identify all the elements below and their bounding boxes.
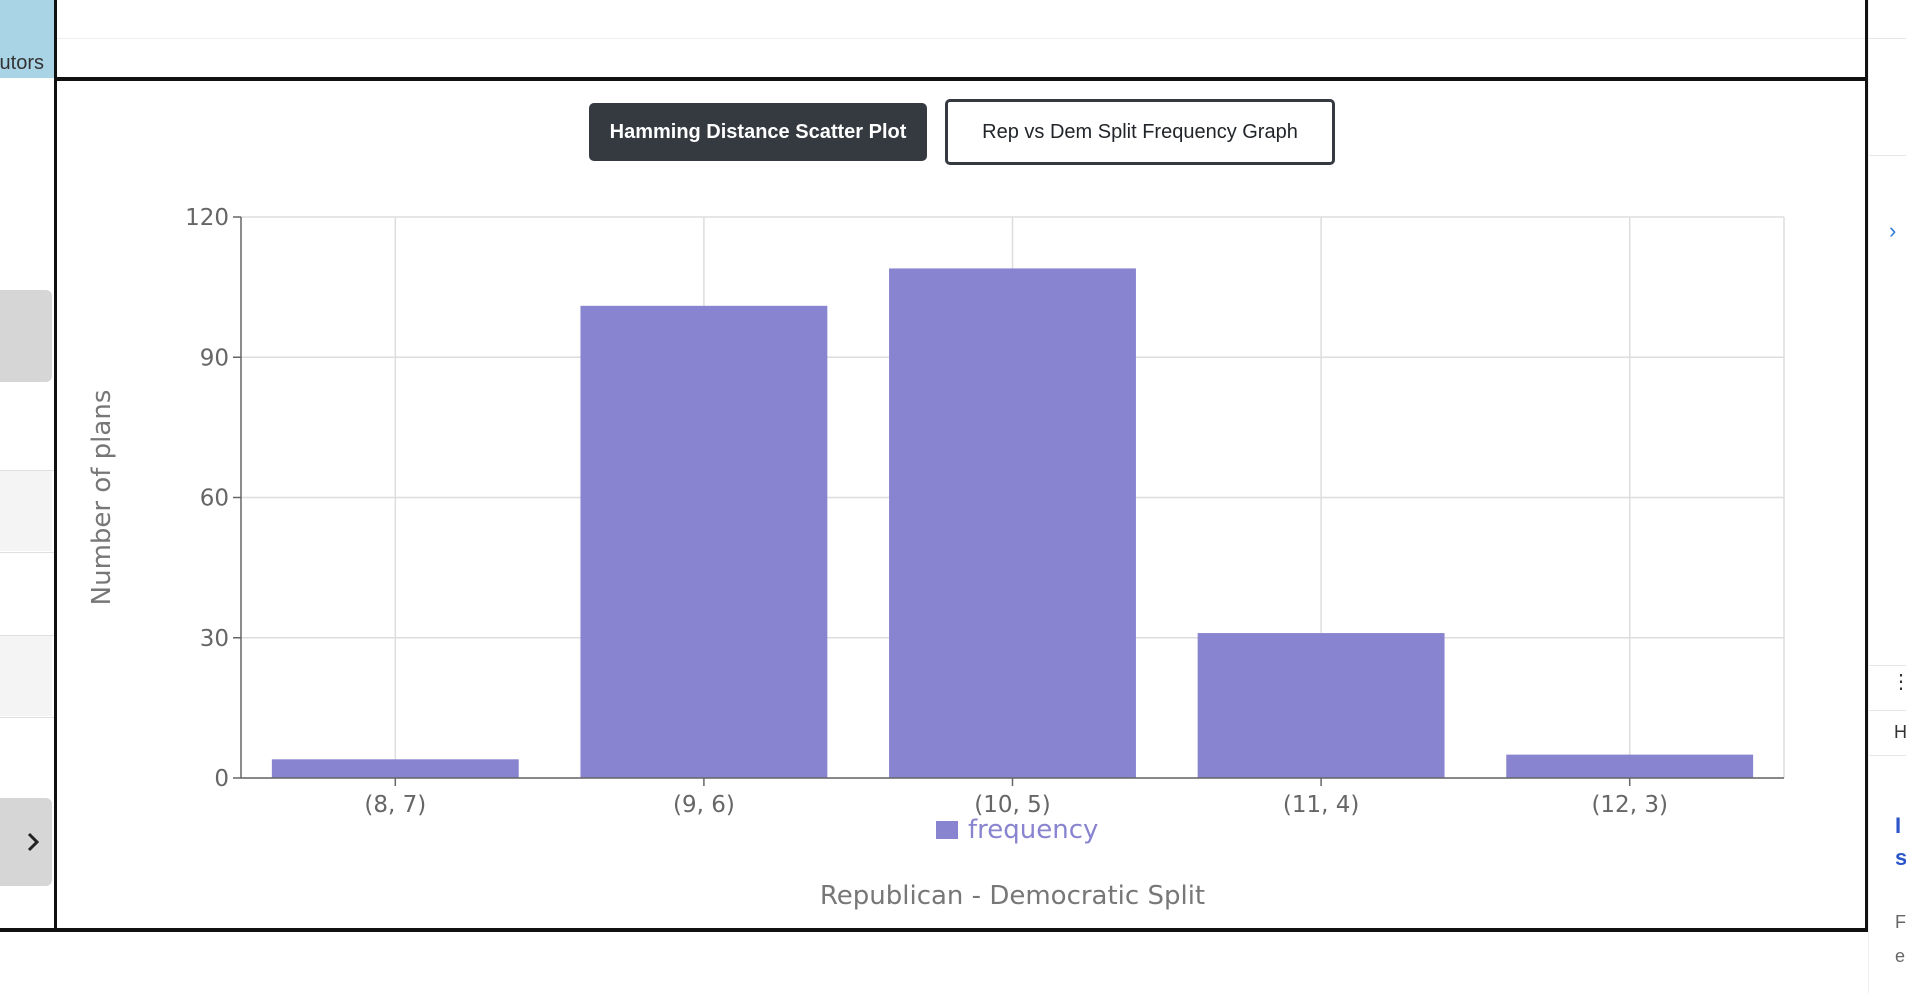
x-tick-label: (11, 4) [1283,792,1359,818]
right-divider [1869,155,1906,156]
x-axis-title: Republican - Democratic Split [820,881,1205,911]
legend-label: frequency [968,815,1098,845]
chevron-right-icon[interactable]: › [1889,218,1897,243]
sidebar-divider [0,717,54,718]
bar [1197,633,1445,778]
bar [889,268,1136,778]
panel-border-right [1865,0,1868,932]
sidebar-divider [0,552,54,553]
sidebar-divider [0,470,54,471]
right-header-letter: H [1894,722,1906,742]
contributors-tab[interactable] [0,0,54,78]
contributors-tab-label: utors [0,52,44,74]
sidebar-item-1[interactable] [0,290,52,382]
sidebar-expand-button[interactable] [0,798,52,886]
x-tick-label: (10, 5) [974,792,1050,818]
bar [271,759,519,778]
y-axis-title: Number of plans [87,390,117,606]
bar [1506,754,1754,778]
below-panel-area [0,932,1868,993]
sidebar-item-2[interactable] [0,471,52,551]
x-tick-label: (8, 7) [364,792,426,818]
right-divider [1869,665,1906,666]
right-divider [1869,38,1906,39]
panel-border-left [54,0,57,932]
y-tick-label: 0 [214,766,229,792]
frequency-bar-chart: 0 30 60 90 120 (8, 7) (9, 6) (10, 5) (11, 4) (12,… [87,205,1785,911]
sidebar-divider [0,635,54,636]
right-divider [1869,755,1906,756]
y-tick-label: 30 [200,626,229,652]
hamming-scatter-button[interactable]: Hamming Distance Scatter Plot [589,103,927,161]
bar [580,305,828,778]
y-tick-label: 60 [200,486,229,512]
x-tick-label: (9, 6) [673,792,735,818]
legend-swatch [936,821,958,839]
top-panel-divider [57,38,1865,39]
panel-border-top [57,77,1868,81]
left-sidebar: utors [0,0,54,993]
sidebar-item-3[interactable] [0,636,52,716]
panel-border-bottom [0,928,1868,932]
right-divider [1869,710,1906,711]
split-frequency-button[interactable]: Rep vs Dem Split Frequency Graph [945,99,1335,165]
y-tick-label: 90 [200,345,229,371]
y-tick-label: 120 [185,205,229,231]
x-tick-label: (12, 3) [1591,792,1667,818]
chevron-right-icon [27,832,40,852]
vertical-dots-icon[interactable]: ⋮ [1891,671,1906,693]
